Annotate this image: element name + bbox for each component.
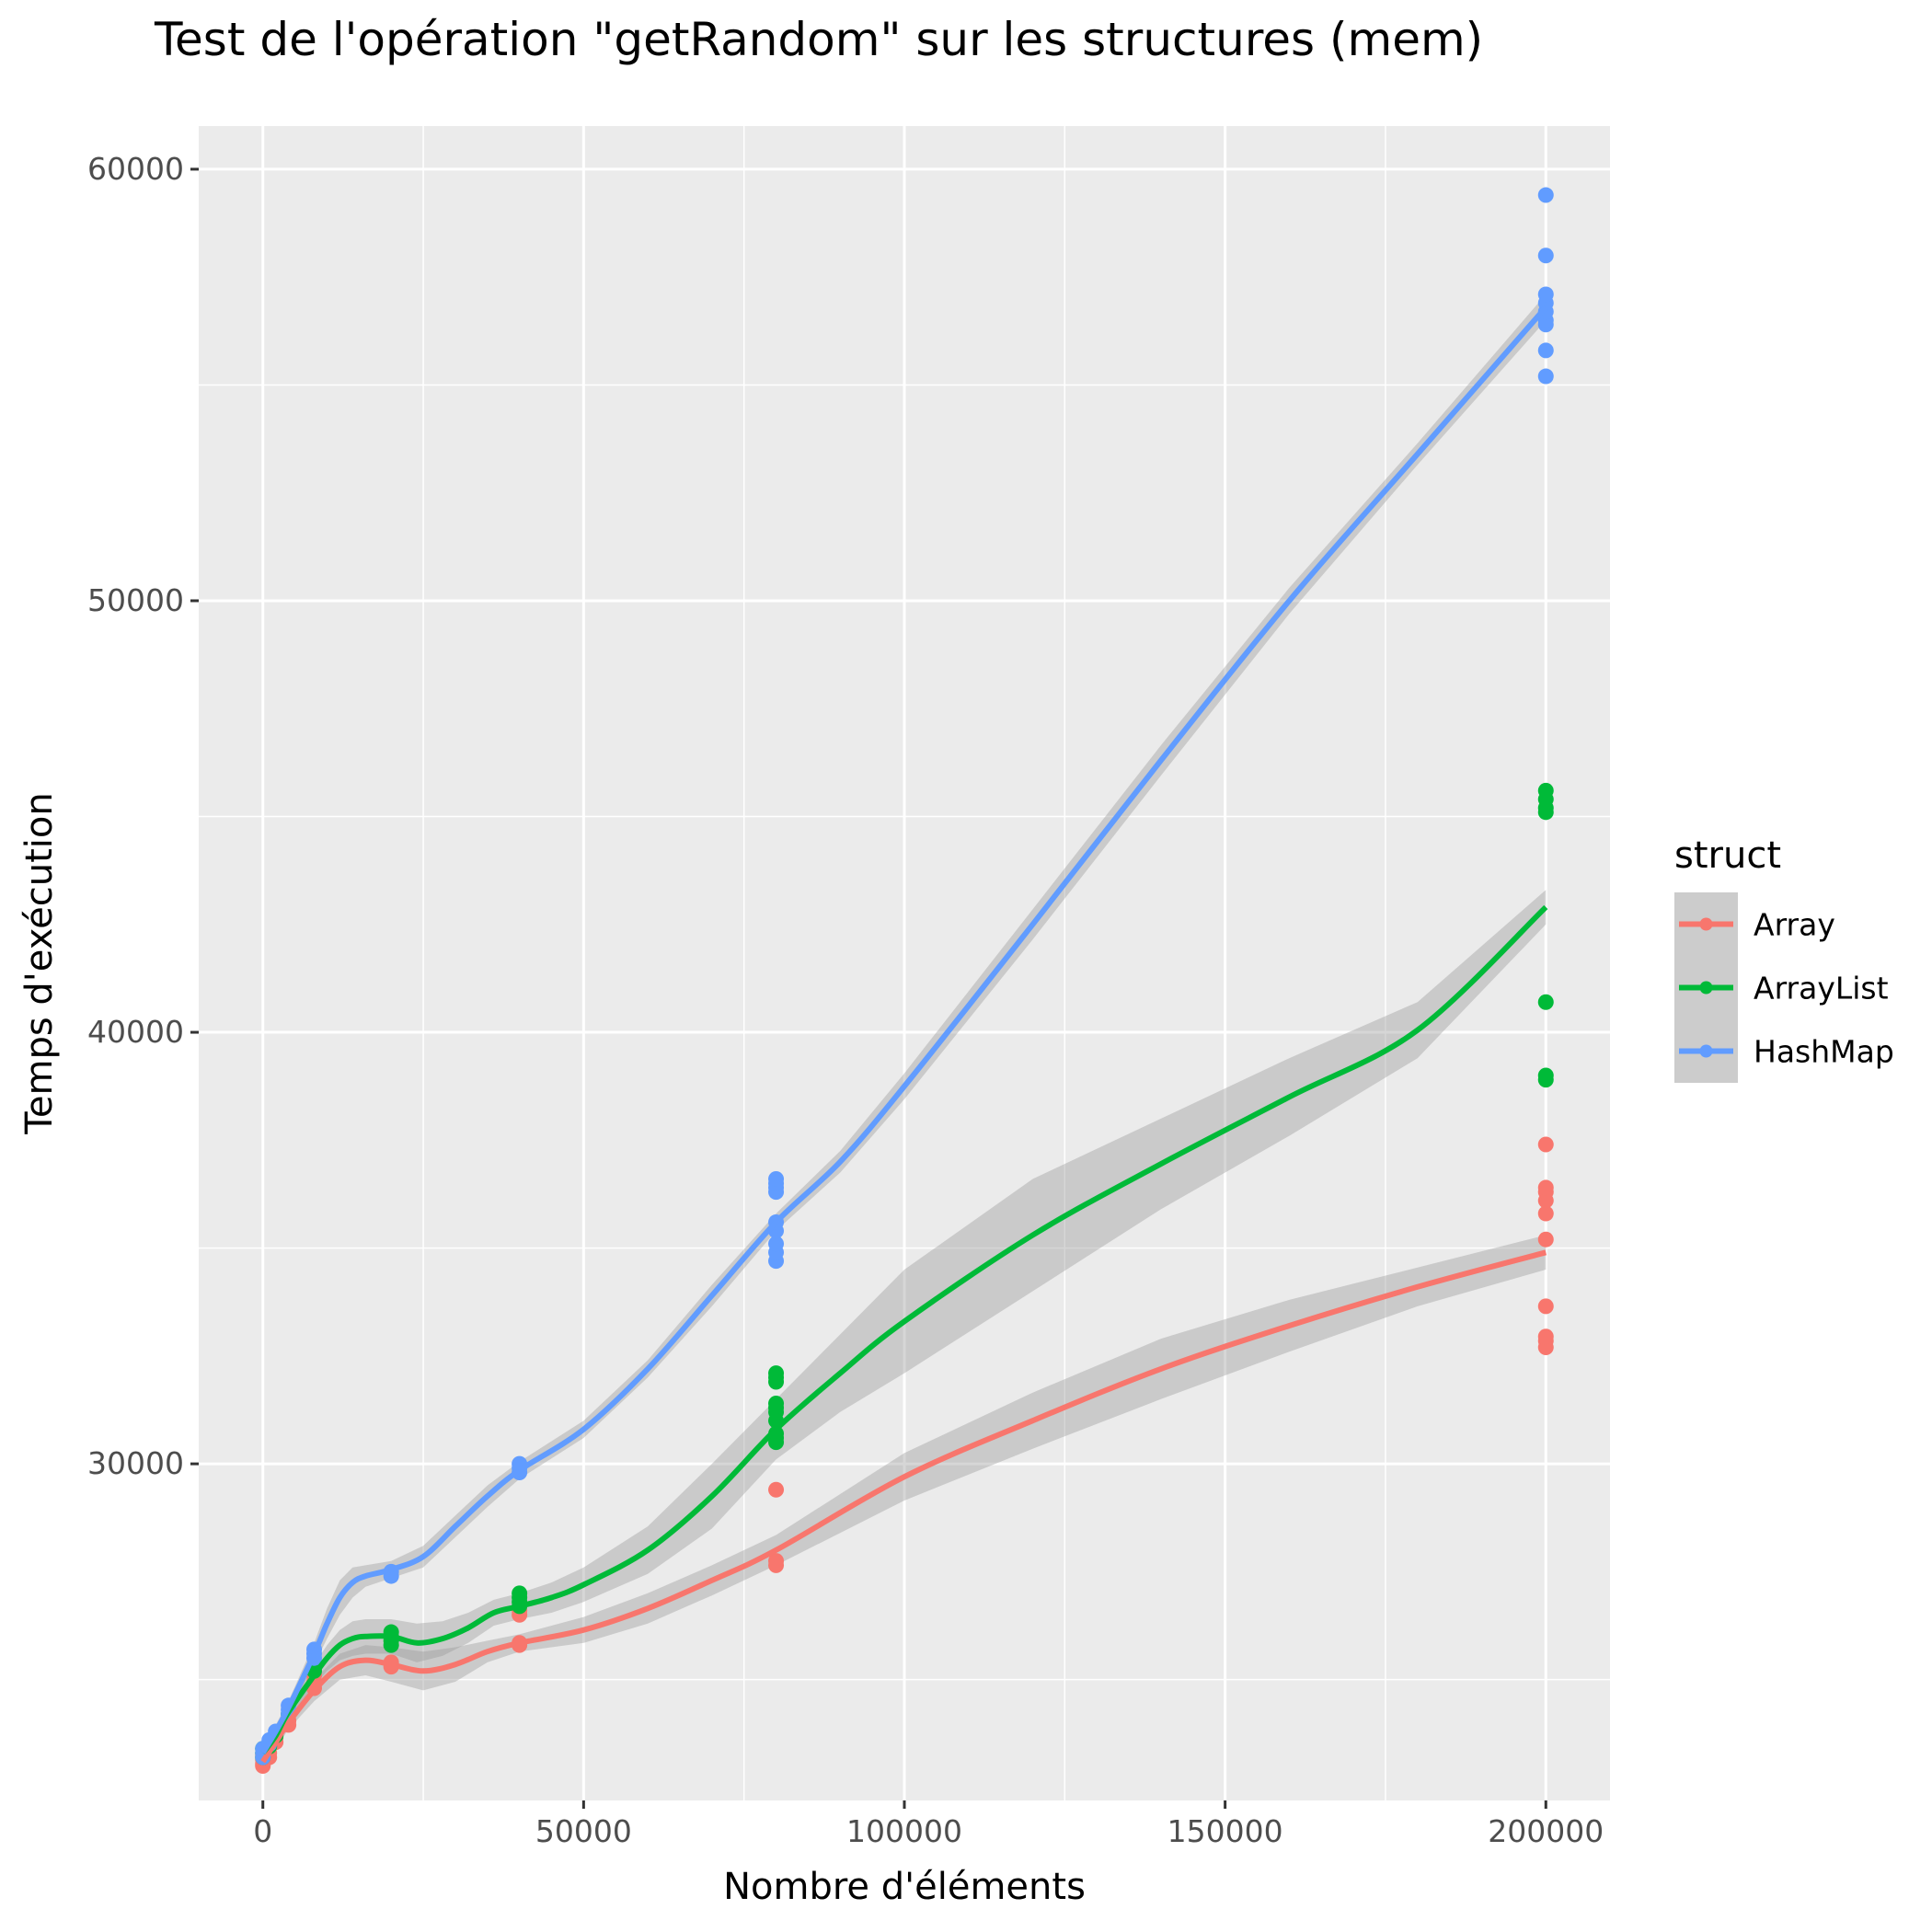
- legend-point-hashmap: [1699, 1044, 1713, 1058]
- x-axis: 0 50000 100000 150000 200000: [253, 1800, 1604, 1849]
- point-hashmap: [1537, 342, 1554, 359]
- point-array: [1537, 1231, 1554, 1248]
- legend-point-arraylist: [1699, 981, 1713, 995]
- point-hashmap: [1537, 286, 1554, 303]
- y-axis: 30000 40000 50000 60000: [87, 151, 199, 1481]
- point-array: [1537, 1328, 1554, 1345]
- point-hashmap: [768, 1171, 785, 1188]
- y-axis-title: Temps d'exécution: [18, 792, 61, 1134]
- y-tick-label: 60000: [87, 151, 184, 187]
- point-hashmap: [1537, 187, 1554, 203]
- legend-title: struct: [1674, 834, 1781, 877]
- smooth-line-hashmap: [260, 305, 1548, 1754]
- point-array: [1537, 1298, 1554, 1315]
- point-hashmap: [1537, 247, 1554, 264]
- legend-label-array: Array: [1754, 907, 1835, 943]
- smooth-line-arraylist: [260, 904, 1548, 1755]
- major-grid: [199, 126, 1610, 1800]
- legend-point-array: [1699, 917, 1713, 931]
- x-tick-label: 200000: [1488, 1813, 1604, 1849]
- x-tick-label: 150000: [1167, 1813, 1283, 1849]
- point-hashmap: [1537, 368, 1554, 385]
- point-array: [768, 1553, 785, 1570]
- legend-label-hashmap: HashMap: [1754, 1034, 1894, 1070]
- chart-title: Test de l'opération "getRandom" sur les …: [154, 13, 1483, 66]
- y-tick-label: 50000: [87, 582, 184, 618]
- x-tick-label: 0: [253, 1813, 272, 1849]
- y-tick-label: 40000: [87, 1014, 184, 1050]
- point-arraylist: [768, 1395, 785, 1411]
- point-arraylist: [512, 1585, 528, 1602]
- point-array: [1537, 1136, 1554, 1153]
- point-arraylist: [1537, 994, 1554, 1010]
- x-tick-label: 50000: [535, 1813, 632, 1849]
- point-hashmap: [768, 1236, 785, 1252]
- y-tick-label: 30000: [87, 1445, 184, 1481]
- legend-label-arraylist: ArrayList: [1754, 971, 1889, 1006]
- point-arraylist: [768, 1365, 785, 1382]
- point-array: [1537, 1205, 1554, 1222]
- x-tick-label: 100000: [846, 1813, 962, 1849]
- point-arraylist: [1537, 782, 1554, 799]
- point-array: [768, 1481, 785, 1498]
- legend: struct Array ArrayList HashMap: [1674, 834, 1894, 1083]
- x-axis-title: Nombre d'éléments: [723, 1866, 1086, 1908]
- confidence-band-array: [262, 1235, 1547, 1768]
- smooth-line-array: [260, 1249, 1547, 1764]
- point-array: [1537, 1179, 1554, 1196]
- smooth-lines: [260, 305, 1548, 1764]
- point-arraylist: [1537, 1067, 1554, 1084]
